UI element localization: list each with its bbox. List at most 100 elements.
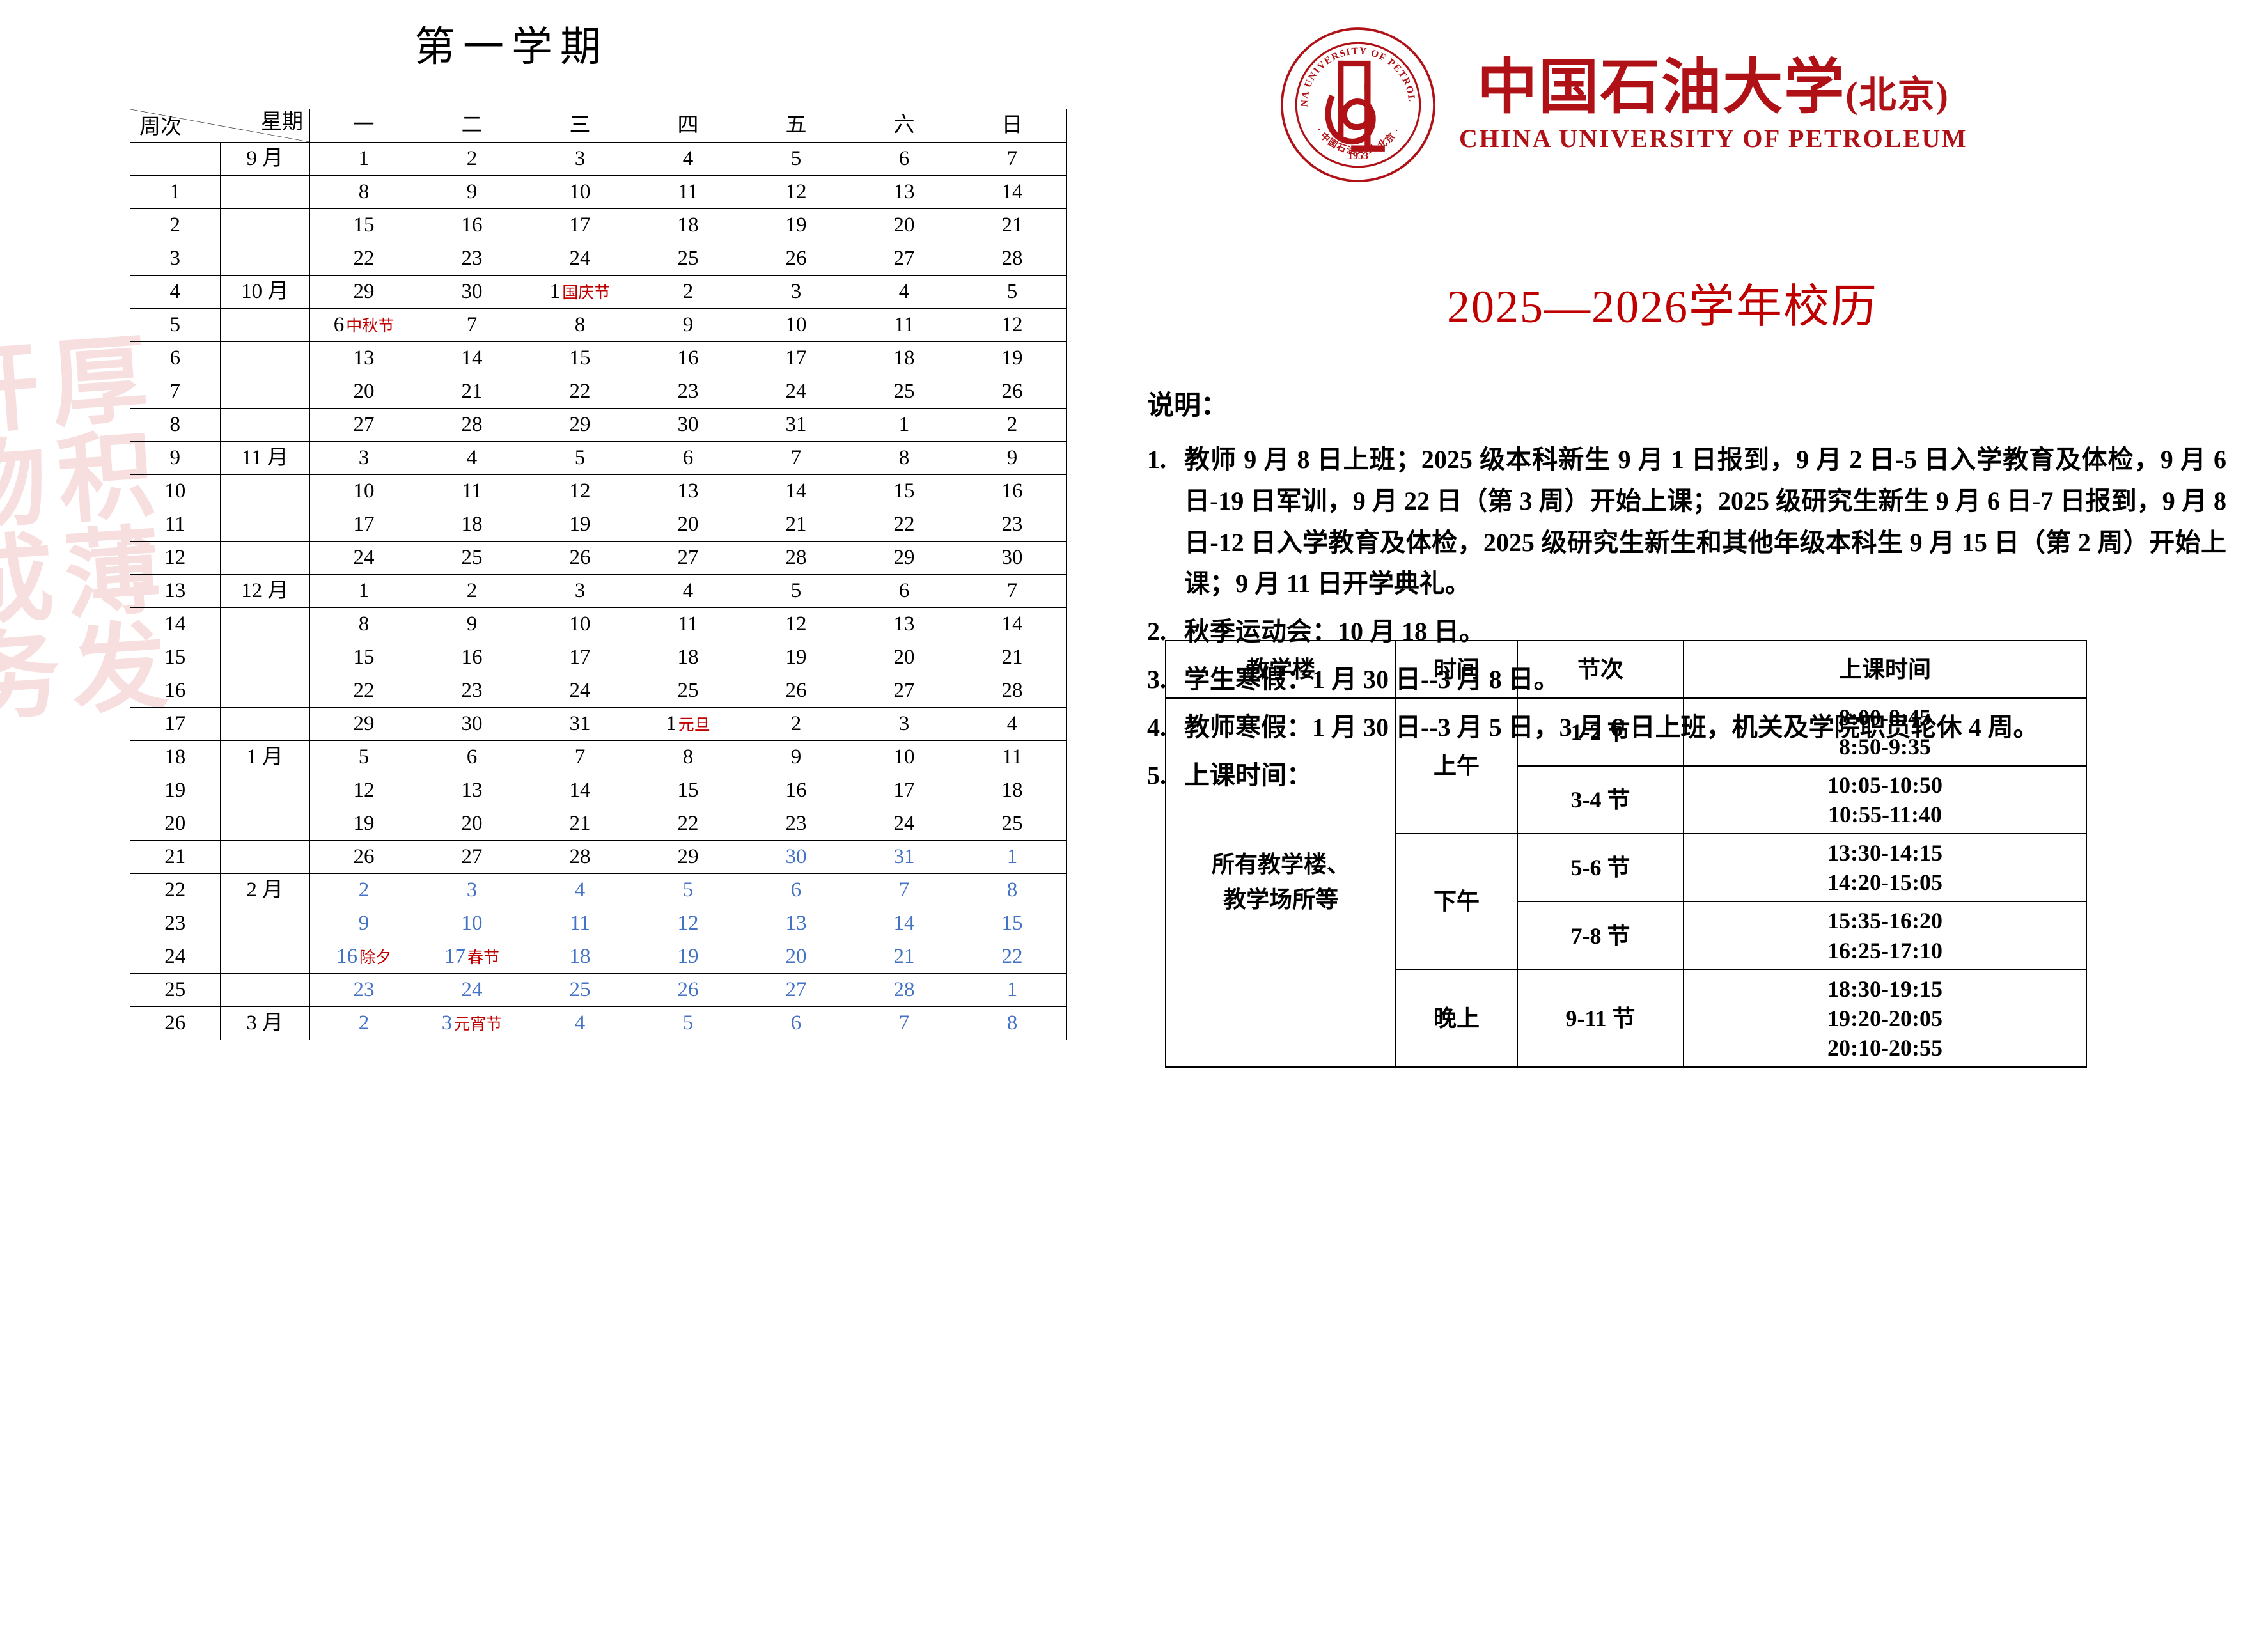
calendar-day-cell[interactable]: 29 (526, 408, 634, 442)
calendar-day-cell[interactable]: 20 (742, 940, 850, 974)
calendar-day-cell[interactable]: 3 (742, 275, 850, 309)
calendar-day-cell[interactable]: 9 (742, 740, 850, 774)
calendar-day-cell[interactable]: 19 (742, 208, 850, 242)
calendar-day-cell[interactable]: 27 (850, 674, 958, 708)
calendar-day-cell[interactable]: 24 (742, 375, 850, 409)
calendar-day-cell[interactable]: 12 (742, 175, 850, 209)
calendar-day-cell[interactable]: 30 (958, 541, 1067, 575)
calendar-day-cell[interactable]: 10 (742, 308, 850, 342)
calendar-day-cell[interactable]: 19 (309, 807, 418, 841)
calendar-day-cell[interactable]: 13 (634, 474, 742, 508)
calendar-day-cell[interactable]: 5 (309, 740, 418, 774)
calendar-day-cell[interactable]: 19 (526, 508, 634, 542)
calendar-day-cell[interactable]: 27 (309, 408, 418, 442)
calendar-day-cell[interactable]: 11 (526, 907, 634, 940)
calendar-day-cell[interactable]: 13 (309, 341, 418, 375)
calendar-day-cell[interactable]: 22 (526, 375, 634, 409)
calendar-day-cell[interactable]: 26 (526, 541, 634, 575)
calendar-day-cell[interactable]: 13 (850, 607, 958, 641)
calendar-day-cell[interactable]: 8 (526, 308, 634, 342)
calendar-day-cell[interactable]: 2 (958, 408, 1067, 442)
calendar-day-cell[interactable]: 1 (958, 840, 1067, 874)
calendar-day-cell[interactable]: 26 (958, 375, 1067, 409)
calendar-day-cell[interactable]: 27 (742, 973, 850, 1007)
calendar-day-cell[interactable]: 10 (850, 740, 958, 774)
calendar-day-cell[interactable]: 25 (634, 674, 742, 708)
calendar-day-cell[interactable]: 30 (634, 408, 742, 442)
calendar-day-cell[interactable]: 29 (850, 541, 958, 575)
calendar-day-cell[interactable]: 6 (418, 740, 526, 774)
calendar-day-cell[interactable]: 4 (958, 707, 1067, 741)
calendar-day-cell[interactable]: 21 (958, 208, 1067, 242)
calendar-day-cell[interactable]: 4 (850, 275, 958, 309)
calendar-day-cell[interactable]: 8 (309, 607, 418, 641)
calendar-day-cell[interactable]: 9 (418, 607, 526, 641)
calendar-day-cell[interactable]: 29 (634, 840, 742, 874)
calendar-day-cell[interactable]: 12 (958, 308, 1067, 342)
calendar-day-cell[interactable]: 12 (309, 774, 418, 807)
calendar-day-cell[interactable]: 18 (634, 641, 742, 674)
calendar-day-cell[interactable]: 3 元宵节 (418, 1006, 526, 1040)
calendar-day-cell[interactable]: 4 (634, 574, 742, 608)
calendar-day-cell[interactable]: 18 (634, 208, 742, 242)
calendar-day-cell[interactable]: 17 (526, 208, 634, 242)
calendar-day-cell[interactable]: 7 (958, 574, 1067, 608)
calendar-day-cell[interactable]: 16 (958, 474, 1067, 508)
calendar-day-cell[interactable]: 17 春节 (418, 940, 526, 974)
calendar-day-cell[interactable]: 16 (418, 208, 526, 242)
calendar-day-cell[interactable]: 5 (958, 275, 1067, 309)
calendar-day-cell[interactable]: 16 (742, 774, 850, 807)
calendar-day-cell[interactable]: 13 (418, 774, 526, 807)
calendar-day-cell[interactable]: 20 (309, 375, 418, 409)
calendar-day-cell[interactable]: 25 (850, 375, 958, 409)
calendar-day-cell[interactable]: 31 (742, 408, 850, 442)
calendar-day-cell[interactable]: 27 (850, 242, 958, 276)
calendar-day-cell[interactable]: 31 (526, 707, 634, 741)
calendar-day-cell[interactable]: 22 (958, 940, 1067, 974)
calendar-day-cell[interactable]: 20 (634, 508, 742, 542)
calendar-day-cell[interactable]: 9 (958, 441, 1067, 475)
calendar-day-cell[interactable]: 8 (958, 1006, 1067, 1040)
calendar-day-cell[interactable]: 7 (418, 308, 526, 342)
calendar-day-cell[interactable]: 19 (742, 641, 850, 674)
calendar-day-cell[interactable]: 2 (418, 142, 526, 176)
calendar-day-cell[interactable]: 24 (418, 973, 526, 1007)
calendar-day-cell[interactable]: 21 (742, 508, 850, 542)
calendar-day-cell[interactable]: 4 (418, 441, 526, 475)
calendar-day-cell[interactable]: 29 (309, 275, 418, 309)
calendar-day-cell[interactable]: 11 (850, 308, 958, 342)
calendar-day-cell[interactable]: 20 (850, 208, 958, 242)
calendar-day-cell[interactable]: 23 (418, 242, 526, 276)
calendar-day-cell[interactable]: 4 (526, 1006, 634, 1040)
calendar-day-cell[interactable]: 9 (634, 308, 742, 342)
calendar-day-cell[interactable]: 3 (526, 142, 634, 176)
calendar-day-cell[interactable]: 16 (634, 341, 742, 375)
calendar-day-cell[interactable]: 10 (526, 175, 634, 209)
calendar-day-cell[interactable]: 28 (850, 973, 958, 1007)
calendar-day-cell[interactable]: 10 (309, 474, 418, 508)
calendar-day-cell[interactable]: 23 (309, 973, 418, 1007)
calendar-day-cell[interactable]: 26 (742, 242, 850, 276)
calendar-day-cell[interactable]: 15 (958, 907, 1067, 940)
calendar-day-cell[interactable]: 20 (850, 641, 958, 674)
calendar-day-cell[interactable]: 11 (634, 175, 742, 209)
calendar-day-cell[interactable]: 4 (634, 142, 742, 176)
calendar-day-cell[interactable]: 21 (958, 641, 1067, 674)
calendar-day-cell[interactable]: 26 (634, 973, 742, 1007)
calendar-day-cell[interactable]: 28 (958, 674, 1067, 708)
calendar-day-cell[interactable]: 8 (634, 740, 742, 774)
calendar-day-cell[interactable]: 8 (850, 441, 958, 475)
calendar-day-cell[interactable]: 7 (958, 142, 1067, 176)
calendar-day-cell[interactable]: 28 (526, 840, 634, 874)
calendar-day-cell[interactable]: 17 (526, 641, 634, 674)
calendar-day-cell[interactable]: 11 (958, 740, 1067, 774)
calendar-day-cell[interactable]: 14 (958, 175, 1067, 209)
calendar-day-cell[interactable]: 15 (634, 774, 742, 807)
calendar-day-cell[interactable]: 30 (742, 840, 850, 874)
calendar-day-cell[interactable]: 15 (309, 641, 418, 674)
calendar-day-cell[interactable]: 20 (418, 807, 526, 841)
calendar-day-cell[interactable]: 3 (309, 441, 418, 475)
calendar-day-cell[interactable]: 16 除夕 (309, 940, 418, 974)
calendar-day-cell[interactable]: 14 (418, 341, 526, 375)
calendar-day-cell[interactable]: 22 (309, 242, 418, 276)
